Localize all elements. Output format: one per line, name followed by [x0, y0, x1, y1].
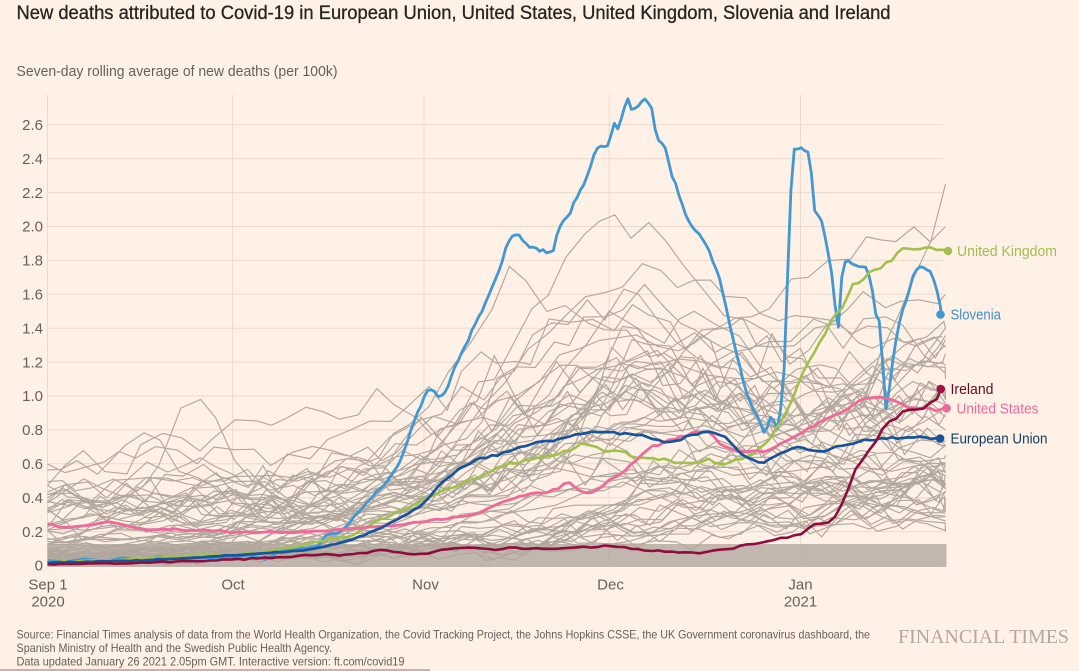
- svg-text:United Kingdom: United Kingdom: [957, 244, 1057, 260]
- svg-text:Seven-day rolling average of n: Seven-day rolling average of new deaths …: [17, 63, 338, 80]
- svg-text:0: 0: [35, 558, 43, 575]
- svg-text:2021: 2021: [784, 594, 817, 611]
- svg-text:FINANCIAL TIMES: FINANCIAL TIMES: [898, 626, 1069, 648]
- svg-text:0.6: 0.6: [22, 456, 43, 473]
- svg-text:Slovenia: Slovenia: [951, 308, 1002, 324]
- svg-text:2.4: 2.4: [22, 151, 43, 168]
- svg-text:Spanish Ministry of Health and: Spanish Ministry of Health and the Swedi…: [17, 641, 333, 655]
- svg-text:1.0: 1.0: [22, 388, 43, 405]
- svg-text:0.4: 0.4: [22, 490, 43, 507]
- svg-text:0.8: 0.8: [22, 422, 43, 439]
- svg-text:1.4: 1.4: [22, 320, 43, 337]
- svg-text:1.6: 1.6: [22, 287, 43, 304]
- svg-text:Jan: Jan: [788, 577, 812, 594]
- svg-text:Source: Financial Times analys: Source: Financial Times analysis of data…: [17, 628, 871, 642]
- svg-text:Ireland: Ireland: [951, 382, 994, 398]
- svg-text:New deaths attributed to Covid: New deaths attributed to Covid-19 in Eur…: [17, 2, 891, 24]
- svg-text:2.2: 2.2: [22, 185, 43, 202]
- svg-text:Dec: Dec: [597, 577, 624, 594]
- svg-text:Nov: Nov: [412, 577, 439, 594]
- svg-text:2020: 2020: [31, 594, 64, 611]
- svg-text:Data updated January 26 2021 2: Data updated January 26 2021 2.05pm GMT.…: [17, 655, 405, 669]
- svg-text:European Union: European Union: [951, 432, 1048, 448]
- svg-text:2.6: 2.6: [22, 117, 43, 134]
- svg-text:1.2: 1.2: [22, 354, 43, 371]
- svg-text:0.2: 0.2: [22, 524, 43, 541]
- svg-text:United States: United States: [957, 401, 1039, 417]
- svg-text:Oct: Oct: [221, 577, 245, 594]
- svg-text:2.0: 2.0: [22, 219, 43, 236]
- svg-text:Sep 1: Sep 1: [28, 577, 67, 594]
- svg-text:1.8: 1.8: [22, 253, 43, 270]
